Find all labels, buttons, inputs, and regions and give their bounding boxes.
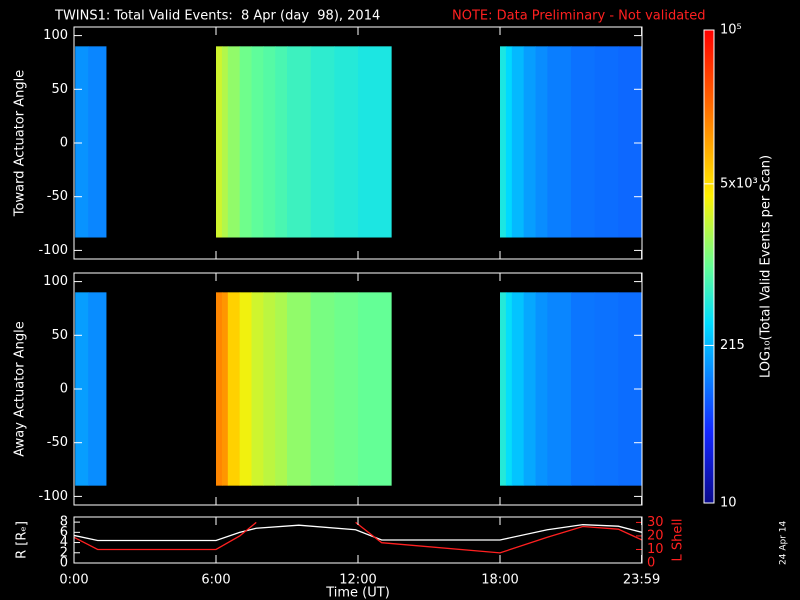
heat-cell <box>571 292 596 486</box>
y2-tick-label: 0 <box>647 556 655 571</box>
heat-cell <box>310 292 335 486</box>
x-tick-label: 18:00 <box>481 573 518 588</box>
y-axis-label: Away Actuator Angle <box>13 321 28 456</box>
heat-cell <box>505 292 513 486</box>
heat-cell <box>251 292 264 486</box>
colorbar <box>703 29 715 504</box>
heat-cell <box>547 292 572 486</box>
heat-cell <box>547 46 572 238</box>
heat-cell <box>227 292 241 486</box>
y-tick-label: 100 <box>43 274 68 289</box>
line-series <box>355 521 642 554</box>
colorbar-tick-label: 5x10³ <box>720 176 758 191</box>
y-tick-label: 50 <box>51 328 68 343</box>
heat-cell <box>571 46 596 238</box>
y2-axis-label: L Shell <box>671 518 686 561</box>
heat-cell <box>500 292 507 486</box>
heat-cell <box>216 292 223 486</box>
heat-cell <box>500 46 507 238</box>
heat-cell <box>511 46 525 238</box>
y-tick-label: 50 <box>51 82 68 97</box>
y2-tick-label: 10 <box>647 542 664 557</box>
heat-cell <box>358 292 392 486</box>
colorbar-tick-label: 10 <box>720 496 737 511</box>
y-tick-label: -50 <box>47 435 68 450</box>
line-series <box>74 524 642 542</box>
heat-cell <box>310 46 335 238</box>
heat-cell <box>88 46 107 238</box>
x-tick-label: 23:59 <box>623 573 660 588</box>
heat-cell <box>523 292 536 486</box>
heat-cell <box>535 292 548 486</box>
heat-cell <box>535 46 548 238</box>
note: NOTE: Data Preliminary - Not validated <box>452 9 706 24</box>
heat-cell <box>334 292 359 486</box>
colorbar-tick-label: 10⁵ <box>720 23 742 38</box>
y-tick-label: -100 <box>38 243 68 258</box>
y-tick-label: 0 <box>60 382 68 397</box>
heat-cell <box>227 46 241 238</box>
x-tick-label: 12:00 <box>339 573 376 588</box>
y-tick-label: 6 <box>60 525 68 540</box>
heat-cell <box>505 46 513 238</box>
y2-tick-label: 20 <box>647 528 664 543</box>
heat-cell <box>239 292 252 486</box>
y-tick-label: 0 <box>60 556 68 571</box>
heat-cell <box>618 46 643 238</box>
y-axis-label: R [Rₑ] <box>15 521 30 559</box>
heat-cell <box>358 46 392 238</box>
heat-cell <box>511 292 525 486</box>
heat-cell <box>523 46 536 238</box>
heat-cell <box>263 292 276 486</box>
x-axis-label: Time (UT) <box>325 586 390 600</box>
heat-cell <box>287 292 312 486</box>
heat-cell <box>594 292 619 486</box>
heat-cell <box>251 46 264 238</box>
line-series <box>74 521 257 551</box>
y-tick-label: -50 <box>47 189 68 204</box>
y-tick-label: 0 <box>60 136 68 151</box>
heat-cell <box>263 46 276 238</box>
x-tick-label: 0:00 <box>59 573 88 588</box>
heat-cell <box>239 46 252 238</box>
y-tick-label: 8 <box>60 515 68 530</box>
colorbar-tick-label: 215 <box>720 338 745 353</box>
heat-cell <box>275 292 288 486</box>
heat-cell <box>88 292 107 486</box>
y-tick-label: 2 <box>60 545 68 560</box>
heat-cell <box>275 46 288 238</box>
heat-cell <box>221 46 229 238</box>
colorbar-label: LOG₁₀(Total Valid Events per Scan) <box>759 155 774 378</box>
y-axis-label: Toward Actuator Angle <box>13 70 28 217</box>
heat-cell <box>221 292 229 486</box>
heat-cell <box>287 46 312 238</box>
x-tick-label: 6:00 <box>201 573 230 588</box>
heat-cell <box>334 46 359 238</box>
chart-title: TWINS1: Total Valid Events: 8 Apr (day 9… <box>54 9 380 24</box>
y2-tick-label: 30 <box>647 515 664 530</box>
y-tick-label: -100 <box>38 489 68 504</box>
y-tick-label: 4 <box>60 535 68 550</box>
heat-cell <box>75 46 89 238</box>
heat-cell <box>594 46 619 238</box>
y-tick-label: 100 <box>43 28 68 43</box>
heat-cell <box>216 46 223 238</box>
date-stamp: 24 Apr 14 <box>779 521 789 565</box>
